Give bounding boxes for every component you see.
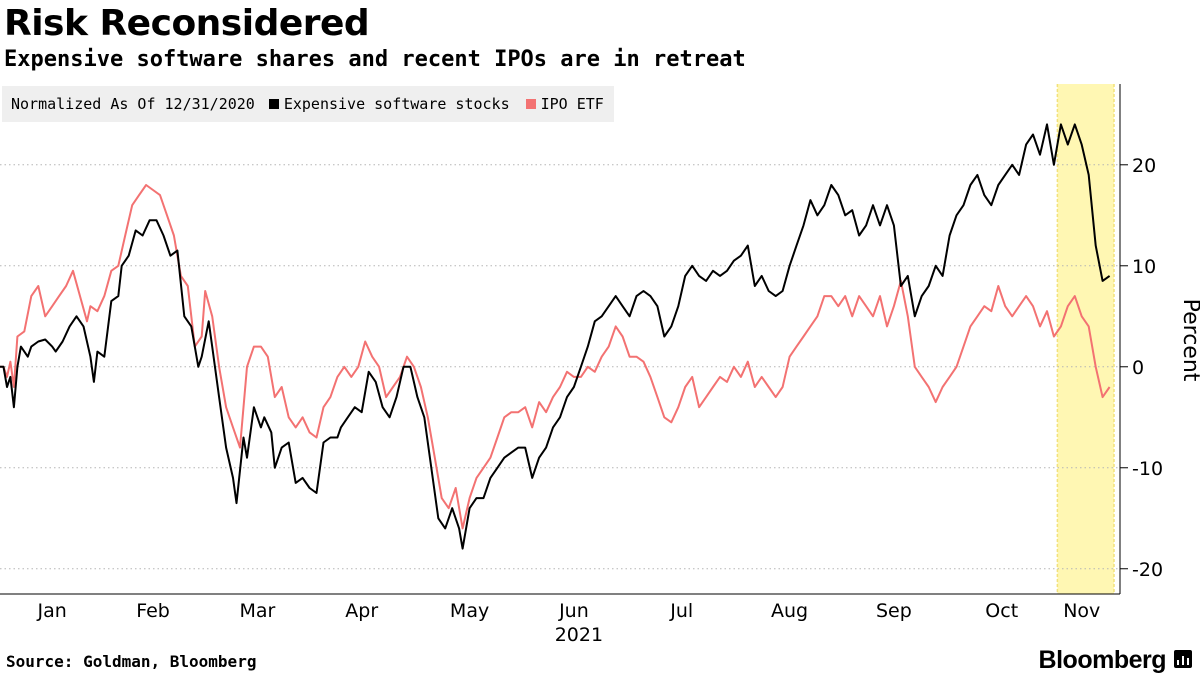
- chart-title: Risk Reconsidered: [4, 3, 370, 44]
- x-tick-label: Mar: [239, 600, 275, 622]
- bloomberg-mark-icon: [1174, 650, 1192, 668]
- legend-note: Normalized As Of 12/31/2020: [11, 95, 255, 113]
- x-tick-label: Oct: [985, 600, 1018, 622]
- x-tick-label: Nov: [1063, 600, 1100, 622]
- y-tick-label: 10: [1132, 256, 1156, 278]
- y-tick-label: -20: [1132, 559, 1163, 581]
- x-tick-label: Aug: [771, 600, 808, 622]
- x-tick-label: Jun: [558, 600, 589, 622]
- x-tick-label: May: [450, 600, 489, 622]
- y-axis-label: Percent: [1178, 299, 1200, 382]
- x-tick-label: Sep: [876, 600, 912, 622]
- chart-subtitle: Expensive software shares and recent IPO…: [4, 47, 746, 72]
- highlight-band: [1057, 84, 1114, 594]
- x-tick-label: Jan: [37, 600, 67, 622]
- legend-entry-software: Expensive software stocks: [268, 95, 510, 113]
- series-line-ipo: [0, 184, 1111, 530]
- legend-swatch-software: [268, 99, 279, 109]
- y-tick-label: 0: [1132, 357, 1144, 379]
- legend-label-software: Expensive software stocks: [283, 95, 510, 113]
- series-line-software: [0, 123, 1111, 550]
- x-year-label: 2021: [555, 624, 603, 646]
- x-tick-label: Apr: [345, 600, 378, 622]
- source-note: Source: Goldman, Bloomberg: [6, 652, 257, 671]
- x-tick-label: Feb: [136, 600, 170, 622]
- y-tick-label: -10: [1132, 458, 1163, 480]
- legend-swatch-ipo: [525, 99, 536, 109]
- legend-label-ipo: IPO ETF: [540, 95, 604, 113]
- x-tick-label: Jul: [669, 600, 693, 622]
- y-tick-label: 20: [1132, 155, 1156, 177]
- legend-entry-ipo: IPO ETF: [525, 95, 604, 113]
- bloomberg-logo: Bloomberg: [1038, 646, 1167, 674]
- legend: Normalized As Of 12/31/2020 Expensive so…: [2, 86, 614, 122]
